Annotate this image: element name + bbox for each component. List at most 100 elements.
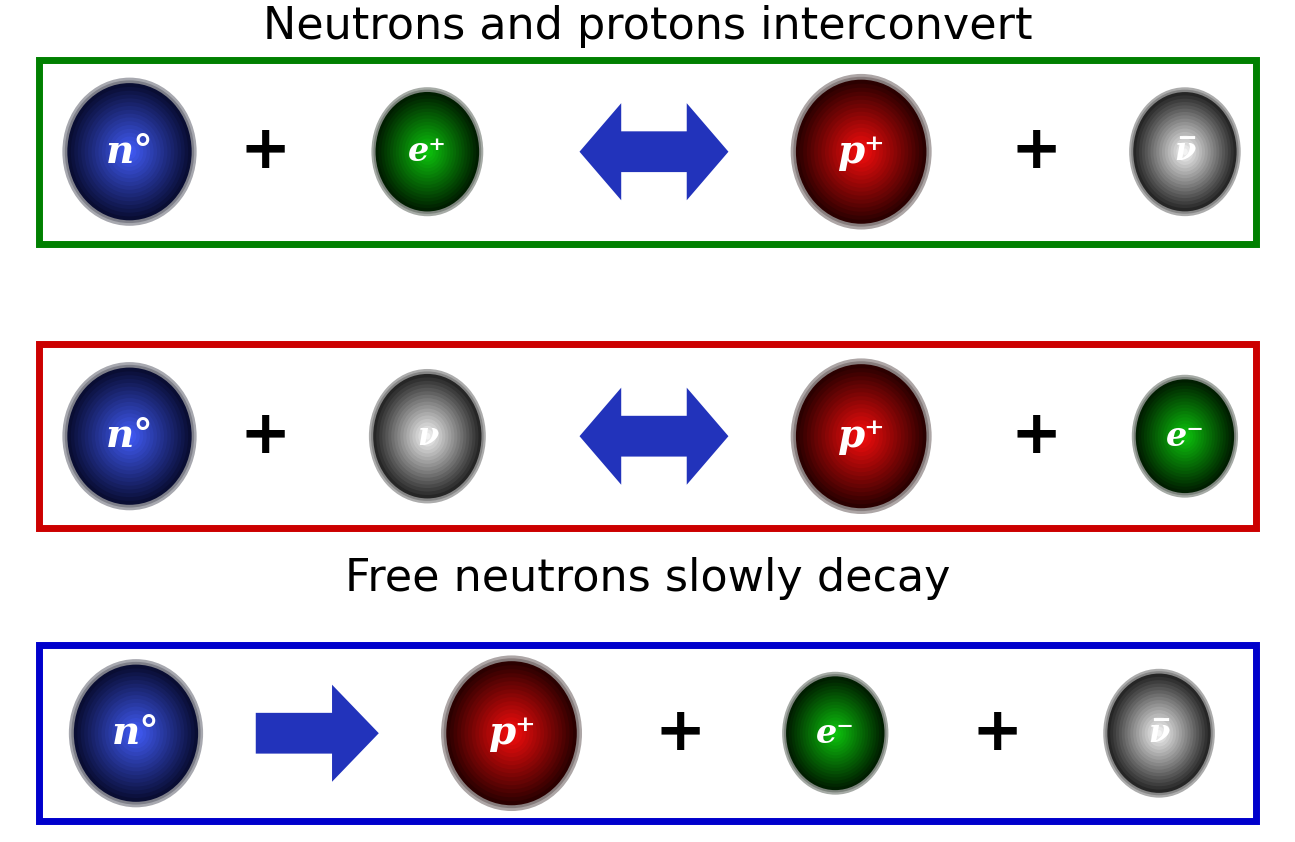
Ellipse shape (1136, 706, 1182, 759)
Text: ν: ν (417, 421, 438, 451)
Ellipse shape (421, 429, 434, 443)
Ellipse shape (109, 129, 150, 174)
Ellipse shape (62, 362, 197, 510)
Ellipse shape (119, 141, 140, 163)
Ellipse shape (501, 722, 522, 745)
Ellipse shape (399, 119, 456, 185)
Ellipse shape (71, 371, 188, 501)
Ellipse shape (67, 83, 192, 221)
FancyBboxPatch shape (39, 60, 1256, 243)
Ellipse shape (825, 397, 897, 477)
Ellipse shape (791, 359, 931, 514)
Ellipse shape (796, 689, 874, 777)
Ellipse shape (817, 388, 905, 484)
Ellipse shape (82, 99, 177, 205)
Ellipse shape (843, 131, 879, 172)
Ellipse shape (457, 674, 566, 793)
Ellipse shape (105, 125, 154, 179)
Ellipse shape (1171, 136, 1199, 168)
Ellipse shape (1180, 145, 1190, 158)
Ellipse shape (403, 408, 452, 464)
Polygon shape (580, 387, 728, 485)
Ellipse shape (799, 368, 923, 504)
Ellipse shape (807, 376, 916, 496)
Ellipse shape (95, 398, 164, 474)
Ellipse shape (1182, 433, 1188, 440)
Ellipse shape (1132, 89, 1238, 214)
Ellipse shape (115, 711, 157, 756)
Text: +: + (1010, 407, 1062, 466)
Ellipse shape (401, 122, 453, 182)
Ellipse shape (857, 147, 865, 156)
Ellipse shape (416, 138, 439, 165)
Ellipse shape (95, 687, 177, 779)
Ellipse shape (1124, 694, 1194, 773)
Ellipse shape (1138, 710, 1180, 756)
Ellipse shape (811, 96, 912, 208)
Ellipse shape (815, 384, 908, 488)
Ellipse shape (62, 77, 197, 226)
Ellipse shape (418, 141, 436, 162)
Ellipse shape (847, 136, 875, 168)
Ellipse shape (493, 713, 530, 754)
Ellipse shape (1129, 88, 1241, 216)
Ellipse shape (115, 421, 144, 451)
Ellipse shape (1107, 674, 1211, 793)
Ellipse shape (67, 368, 192, 505)
Ellipse shape (1132, 375, 1238, 498)
Ellipse shape (390, 109, 465, 195)
Ellipse shape (817, 104, 905, 200)
Ellipse shape (1133, 92, 1237, 211)
Text: p⁺: p⁺ (838, 417, 884, 456)
Ellipse shape (1153, 398, 1217, 474)
Ellipse shape (800, 692, 870, 775)
Ellipse shape (857, 432, 865, 440)
Ellipse shape (1110, 677, 1208, 790)
Text: p⁺: p⁺ (488, 714, 535, 752)
Ellipse shape (816, 711, 855, 755)
Ellipse shape (84, 386, 175, 486)
Ellipse shape (84, 676, 188, 791)
Text: e⁺: e⁺ (408, 136, 447, 168)
Ellipse shape (65, 80, 194, 223)
Ellipse shape (839, 413, 883, 461)
Ellipse shape (796, 364, 926, 509)
Ellipse shape (811, 705, 860, 762)
Ellipse shape (394, 398, 461, 474)
Ellipse shape (835, 124, 887, 179)
Ellipse shape (1136, 95, 1234, 208)
Ellipse shape (796, 80, 926, 224)
Ellipse shape (388, 392, 466, 481)
Ellipse shape (425, 148, 430, 155)
Ellipse shape (80, 672, 192, 794)
Text: ν̅: ν̅ (1175, 136, 1195, 168)
Ellipse shape (1180, 430, 1190, 443)
Ellipse shape (1131, 700, 1188, 766)
Text: ν̅: ν̅ (1149, 717, 1169, 749)
Ellipse shape (1154, 727, 1164, 740)
Ellipse shape (1141, 386, 1229, 487)
Ellipse shape (385, 388, 470, 485)
Ellipse shape (92, 109, 167, 194)
Ellipse shape (821, 717, 850, 749)
Ellipse shape (1168, 132, 1202, 172)
Ellipse shape (95, 114, 164, 189)
FancyBboxPatch shape (39, 344, 1256, 528)
Ellipse shape (830, 727, 840, 739)
Ellipse shape (378, 95, 477, 208)
Ellipse shape (1150, 112, 1220, 191)
Ellipse shape (1163, 411, 1207, 461)
Ellipse shape (808, 701, 862, 765)
Text: e⁻: e⁻ (816, 717, 855, 749)
Ellipse shape (453, 669, 570, 797)
Ellipse shape (786, 676, 884, 790)
Polygon shape (580, 104, 728, 200)
Ellipse shape (1143, 389, 1226, 483)
Ellipse shape (1145, 717, 1173, 749)
Ellipse shape (486, 706, 537, 761)
Ellipse shape (416, 423, 439, 450)
Ellipse shape (1142, 713, 1176, 753)
Text: n°: n° (113, 714, 159, 752)
Ellipse shape (1119, 687, 1199, 780)
Ellipse shape (126, 722, 146, 744)
